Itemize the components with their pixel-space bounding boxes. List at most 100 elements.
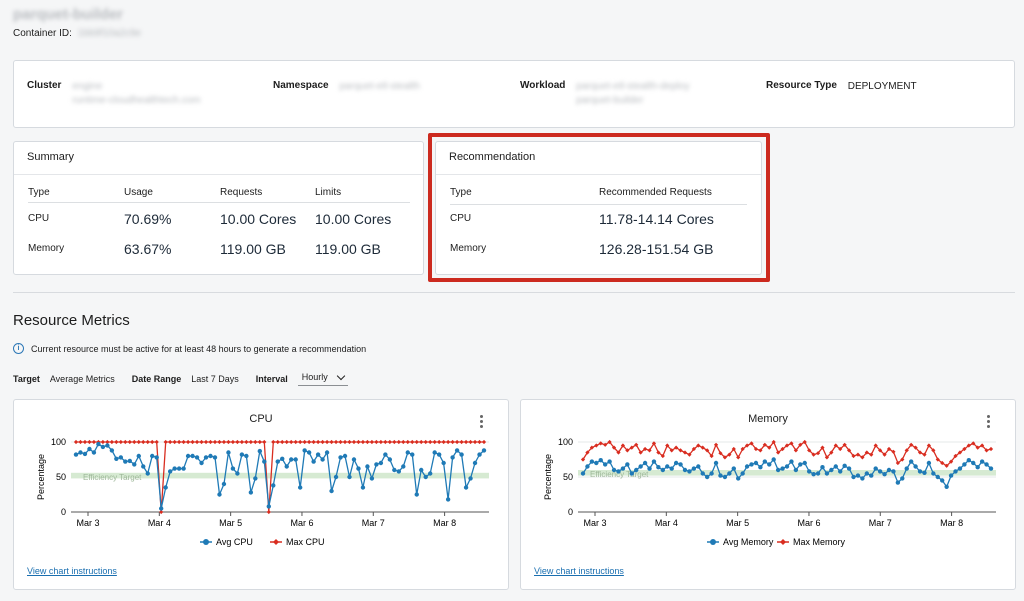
cpu-max-series-point — [392, 439, 397, 445]
cpu-y-tick-label: 0 — [61, 507, 66, 517]
memory-chart-menu-icon[interactable] — [987, 415, 991, 430]
recommendation-card: Recommendation Type Recommended Requests… — [435, 141, 762, 275]
memory-avg-series-point — [753, 460, 759, 466]
summary-header-usage: Usage — [124, 187, 153, 198]
memory-max-series-point — [744, 443, 750, 448]
cpu-max-series-point — [360, 439, 366, 445]
cpu-avg-series-point — [320, 457, 325, 462]
cpu-max-series-point — [172, 439, 177, 445]
memory-avg-series-point — [749, 462, 754, 467]
memory-max-series-point — [771, 439, 776, 445]
memory-max-series-point — [855, 452, 861, 457]
memory-max-series-point — [824, 455, 830, 460]
memory-avg-series-point — [793, 467, 799, 473]
interval-select[interactable]: Hourly — [297, 371, 348, 386]
cpu-avg-series-point — [356, 466, 361, 471]
memory-avg-series-point — [682, 467, 688, 473]
memory-max-series-point — [682, 450, 688, 455]
memory-max-series-point — [793, 448, 798, 453]
memory-max-series-point — [829, 450, 834, 455]
memory-avg-series-point — [629, 471, 634, 476]
cpu-avg-series-point — [217, 492, 222, 497]
cpu-max-series-point — [454, 439, 460, 445]
cpu-max-series-point — [239, 439, 244, 445]
memory-avg-series-point — [736, 476, 741, 481]
cpu-avg-series-point — [293, 457, 298, 462]
namespace-info: Namespace parquet-etl-stealth — [273, 80, 420, 94]
cpu-max-series-point — [185, 439, 191, 445]
memory-legend-label[interactable]: Max Memory — [793, 537, 846, 547]
interval-value: Hourly — [301, 372, 328, 382]
cpu-max-series-point — [468, 439, 473, 445]
cpu-max-series-point — [280, 439, 285, 445]
memory-max-series-point — [900, 457, 905, 462]
memory-max-series-point — [833, 443, 838, 448]
cpu-legend-label[interactable]: Max CPU — [286, 537, 325, 547]
cpu-max-series-point — [307, 439, 312, 445]
cpu-avg-series-point — [163, 485, 168, 490]
cpu-chart-menu-icon[interactable] — [480, 415, 484, 430]
cpu-avg-series-point — [248, 490, 254, 495]
cpu-max-series-point — [437, 439, 442, 445]
cpu-avg-series-point — [432, 450, 437, 455]
cpu-avg-series-point — [302, 448, 307, 453]
recommendation-divider — [450, 204, 747, 205]
memory-avg-series-point — [922, 470, 927, 475]
cpu-legend-marker — [203, 539, 209, 545]
memory-chart-title: Memory — [748, 413, 788, 425]
recommendation-memory-value: 126.28-151.54 GB — [599, 241, 714, 257]
memory-avg-series-point — [806, 469, 812, 474]
memory-max-series-point — [882, 452, 887, 457]
memory-avg-series-point — [651, 459, 657, 464]
memory-avg-series-point — [589, 459, 595, 464]
namespace-value: parquet-etl-stealth — [339, 81, 420, 92]
memory-avg-series-point — [784, 464, 790, 469]
date-range-value: Last 7 Days — [191, 374, 239, 384]
cpu-avg-series-point — [315, 452, 321, 457]
memory-max-series-point — [616, 450, 621, 455]
memory-avg-series-point — [944, 484, 949, 489]
memory-max-series-point — [909, 442, 914, 447]
namespace-label: Namespace — [273, 80, 329, 91]
memory-avg-series-point — [767, 462, 772, 467]
memory-max-series-point — [656, 450, 661, 455]
cpu-x-tick-label: Mar 5 — [219, 518, 242, 528]
cpu-legend-label[interactable]: Avg CPU — [216, 537, 253, 547]
cpu-avg-series-point — [477, 452, 482, 457]
cpu-max-series-point — [87, 439, 92, 445]
memory-avg-series-point — [869, 473, 874, 478]
cpu-avg-series-point — [365, 464, 370, 469]
cpu-avg-series-point — [190, 453, 195, 459]
summary-memory-type: Memory — [28, 243, 65, 254]
memory-chart-instructions-link[interactable]: View chart instructions — [534, 566, 624, 576]
memory-avg-series-point — [917, 469, 923, 474]
memory-x-tick-label: Mar 3 — [583, 518, 606, 528]
memory-max-series-point — [620, 443, 626, 448]
memory-avg-series-point — [727, 471, 732, 476]
memory-max-series-point — [975, 445, 980, 450]
summary-card: Summary Type Usage Requests Limits CPU 7… — [13, 141, 424, 275]
cpu-legend-marker — [273, 539, 279, 545]
cpu-avg-series-point — [306, 450, 312, 455]
memory-max-series-point — [776, 450, 781, 455]
memory-max-series-point — [802, 439, 807, 445]
memory-avg-series-point — [598, 458, 603, 463]
cpu-avg-series-point — [181, 466, 186, 471]
memory-avg-series-point — [602, 462, 608, 467]
cpu-max-series-point — [410, 439, 415, 445]
cpu-x-tick-label: Mar 7 — [362, 518, 385, 528]
cluster-info: Cluster engine runtime-cloudhealthtech.c… — [27, 80, 201, 108]
cpu-max-series-point — [284, 439, 289, 445]
cpu-avg-series-point — [221, 481, 227, 487]
memory-avg-series-point — [634, 467, 639, 473]
cpu-avg-series-point — [468, 476, 473, 481]
memory-max-series-point — [638, 450, 643, 455]
cpu-avg-series-point — [427, 471, 433, 476]
memory-avg-series-point — [704, 474, 710, 480]
cpu-max-series-point — [356, 439, 361, 445]
cpu-chart-instructions-link[interactable]: View chart instructions — [27, 566, 117, 576]
memory-y-tick-label: 100 — [558, 437, 573, 447]
memory-legend-label[interactable]: Avg Memory — [723, 537, 774, 547]
cpu-avg-series-point — [405, 450, 410, 455]
memory-avg-series-point — [709, 471, 714, 476]
